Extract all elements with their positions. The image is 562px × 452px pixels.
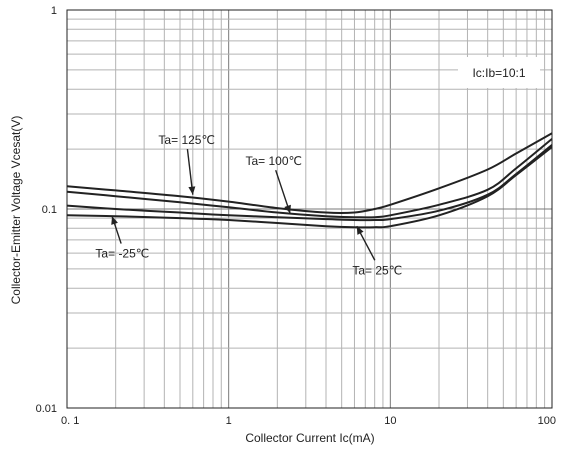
- y-tick-label: 0.01: [36, 403, 57, 415]
- annotation-arrowhead-2: [111, 216, 118, 225]
- x-tick-label: 100: [538, 415, 556, 427]
- x-tick-label: 0. 1: [61, 415, 79, 427]
- series-line-1: [66, 138, 553, 219]
- condition-box: Ic:Ib=10:1: [458, 57, 540, 88]
- series-line-3: [66, 146, 553, 229]
- annotation-arrowhead-1: [284, 204, 291, 214]
- series-line-2: [66, 144, 553, 222]
- series-line-0: [66, 132, 553, 215]
- y-axis-title: Collector-Emitter Voltage Vcesat(V): [9, 116, 23, 305]
- annotations: Ta= 125℃ Ta= 100℃ Ta= -25℃ Ta= 25℃: [95, 133, 402, 277]
- annotation-label-1: Ta= 100℃: [245, 154, 302, 168]
- tick-labels: 0. 1 1 10 100 1 0.1 0.01: [36, 5, 556, 427]
- x-tick-label: 10: [384, 415, 396, 427]
- plot-frame: [66, 9, 553, 409]
- series-lines: [66, 132, 553, 229]
- y-tick-label: 0.1: [42, 204, 57, 216]
- condition-box-background: [458, 57, 540, 88]
- annotation-label-0: Ta= 125℃: [158, 133, 215, 147]
- annotation-arrowhead-3: [356, 226, 364, 235]
- x-axis-title: Collector Current Ic(mA): [245, 431, 374, 445]
- y-tick-label: 1: [51, 5, 57, 17]
- condition-label: Ic:Ib=10:1: [472, 66, 525, 80]
- x-tick-label: 1: [226, 415, 232, 427]
- annotation-arrowhead-0: [188, 186, 196, 195]
- annotation-label-2: Ta= -25℃: [95, 247, 149, 261]
- annotation-label-3: Ta= 25℃: [352, 263, 402, 277]
